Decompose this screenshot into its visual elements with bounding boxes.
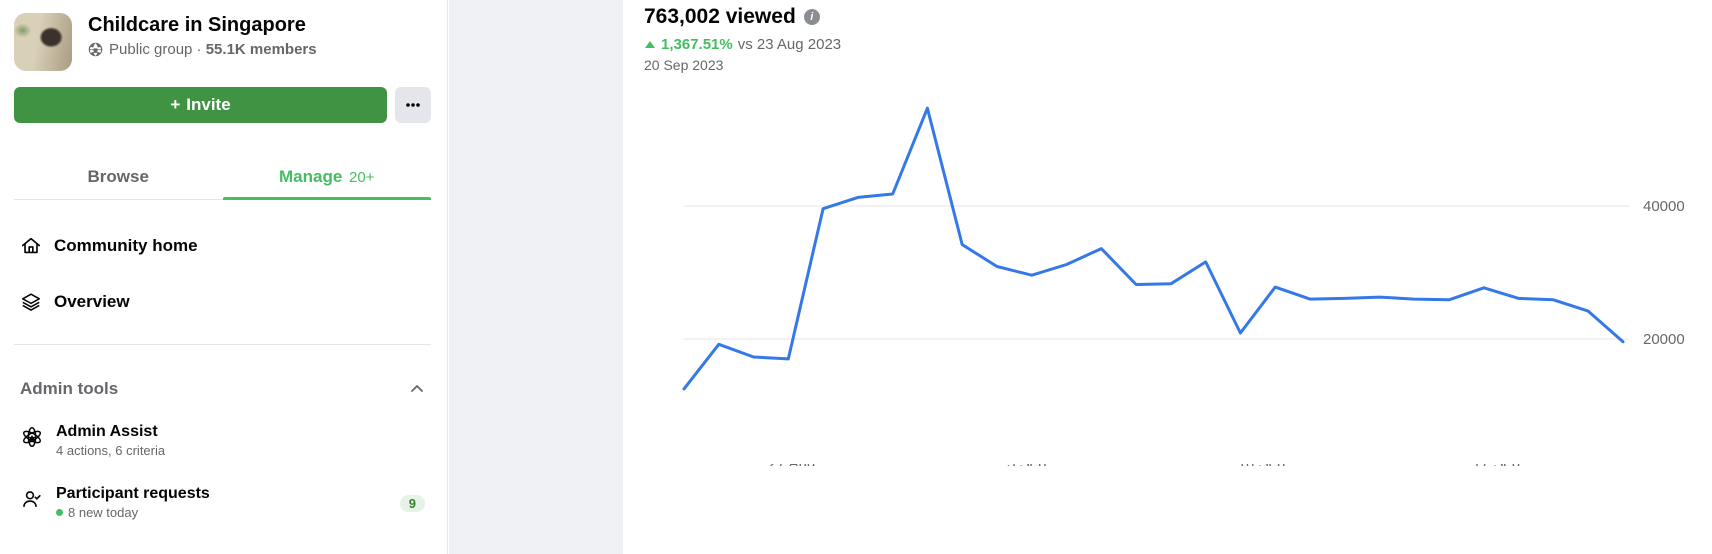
svg-text:40000: 40000 [1643, 198, 1684, 215]
svg-text:20000: 20000 [1643, 331, 1684, 348]
